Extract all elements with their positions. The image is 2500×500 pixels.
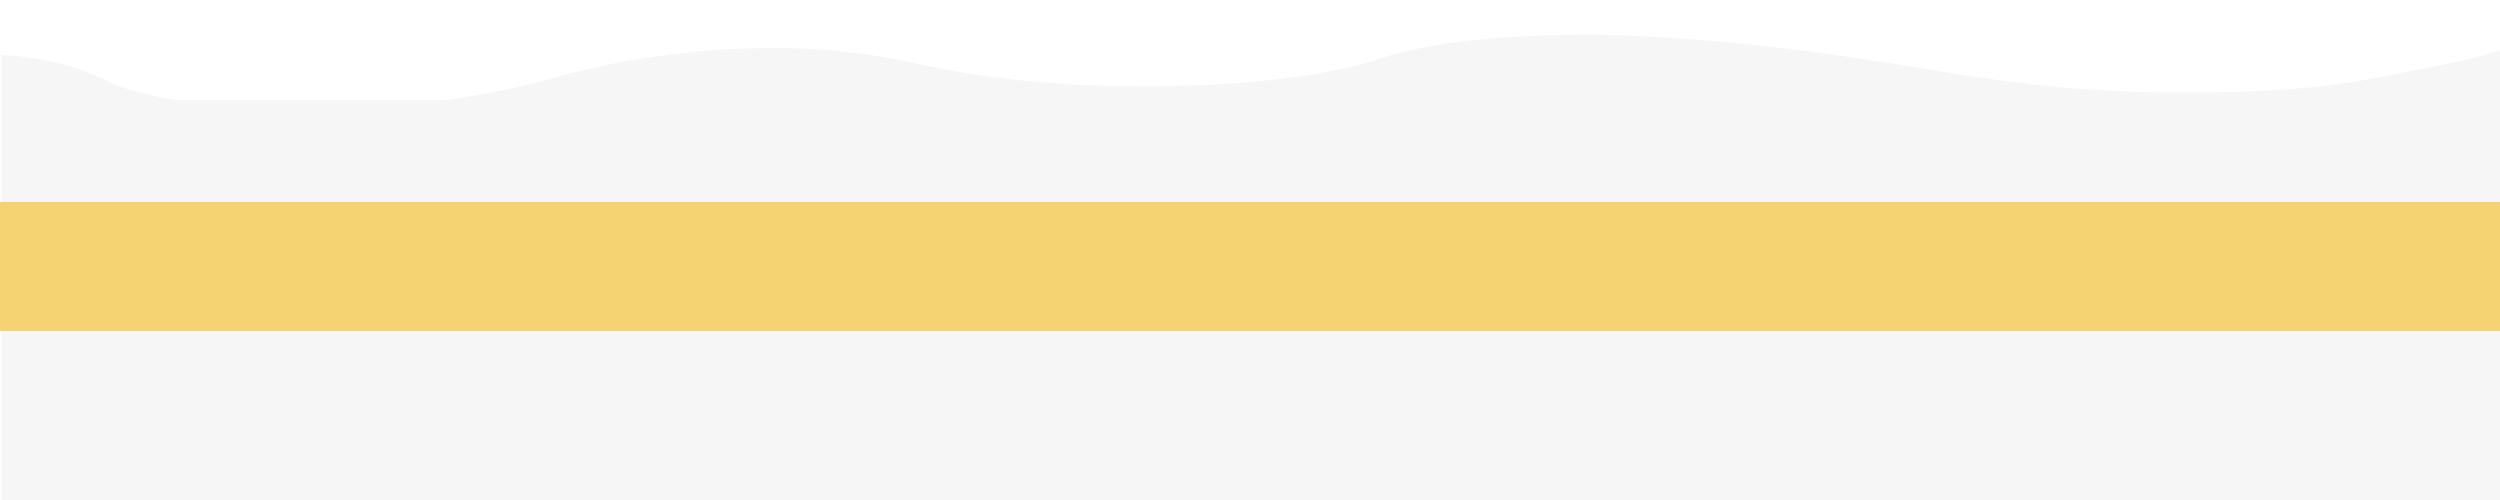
yellow-band	[0, 202, 2500, 331]
